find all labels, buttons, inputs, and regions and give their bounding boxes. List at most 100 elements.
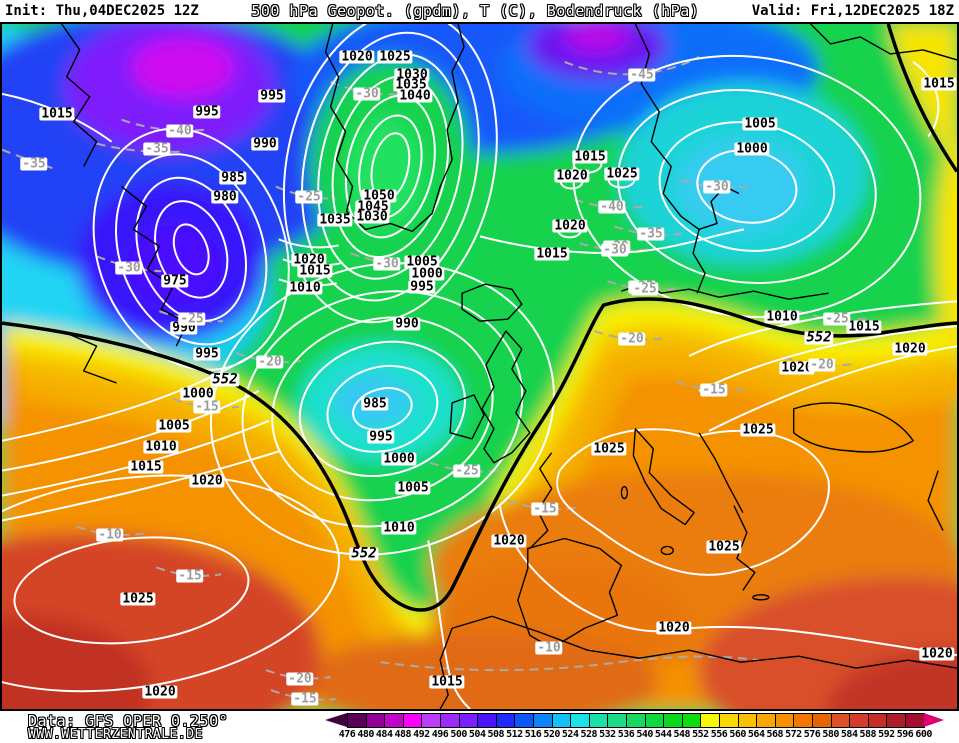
- colorbar-cell: [867, 713, 888, 728]
- pressure-label: 1035: [393, 77, 429, 93]
- pressure-label: 1015: [921, 76, 957, 92]
- pressure-label: 1040: [397, 88, 433, 104]
- pressure-label: 1020: [892, 341, 928, 357]
- colorbar-tick-label: 540: [636, 729, 653, 740]
- pressure-label: 1020: [779, 360, 815, 376]
- colorbar-cell: [365, 713, 386, 728]
- colorbar-cell: [514, 713, 534, 728]
- pressure-label: 1015: [39, 106, 75, 122]
- temperature-label: -40: [166, 123, 194, 139]
- map-title: 500 hPa Geopot. (gpdm), T (C), Bodendruc…: [251, 2, 700, 20]
- temperature-label: -45: [628, 67, 656, 83]
- pressure-label: 1000: [180, 386, 216, 402]
- temperature-label: -30: [703, 179, 731, 195]
- colorbar-cell: [774, 713, 795, 728]
- colorbar-tick-label: 532: [599, 729, 616, 740]
- temperature-label: -20: [808, 357, 836, 373]
- pressure-label: 1030: [354, 209, 390, 225]
- temperature-label: -20: [618, 331, 646, 347]
- pressure-label: 1015: [128, 459, 164, 475]
- pressure-label: 975: [161, 273, 189, 289]
- colorbar-cell: [793, 713, 813, 728]
- temperature-label: -35: [637, 226, 665, 242]
- colorbar-cell: [905, 713, 925, 728]
- colorbar-cell: [626, 713, 646, 728]
- pressure-label: 1005: [404, 254, 440, 270]
- colorbar-tick-label: 528: [580, 729, 598, 740]
- pressure-label: 1025: [604, 166, 640, 182]
- temperature-label: -25: [453, 463, 481, 479]
- colorbar-tick-label: 488: [394, 729, 412, 740]
- colorbar-cell: [830, 713, 851, 728]
- pressure-label: 1015: [572, 149, 608, 165]
- colorbar-tick-label: 568: [766, 729, 784, 740]
- colorbar-cell: [607, 713, 627, 728]
- pressure-label: 1020: [189, 473, 225, 489]
- pressure-label: 995: [408, 279, 436, 295]
- colorbar-cell: [886, 713, 906, 728]
- colorbar-cell: [551, 713, 572, 728]
- pressure-label: 1035: [317, 212, 353, 228]
- pressure-label: 1020: [552, 218, 588, 234]
- temperature-label: -15: [291, 691, 319, 707]
- temperature-label: -25: [631, 281, 659, 297]
- pressure-label: 1020: [339, 49, 375, 65]
- colorbar-tick-label: 580: [822, 729, 839, 740]
- colorbar-tick-label: 564: [747, 729, 765, 740]
- colorbar-cell: [384, 713, 404, 728]
- colorbar-tick-label: 596: [896, 729, 914, 740]
- pressure-label: 1020: [142, 684, 178, 700]
- weather-map: 1015 995 995 990 985 980 975 990 995 1020 1015 1010…: [0, 22, 959, 711]
- pressure-label: 1020: [491, 533, 527, 549]
- pressure-label: 1025: [706, 539, 742, 555]
- valid-timestamp: Valid: Fri,12DEC2025 18Z: [751, 3, 954, 19]
- pressure-label: 1020: [554, 168, 590, 184]
- colorbar-cell: [588, 713, 609, 728]
- temperature-label: -15: [700, 382, 728, 398]
- geopotential-label: 552: [349, 545, 379, 562]
- colorbar-tick-label: 480: [357, 729, 374, 740]
- pressure-label: 1005: [156, 418, 192, 434]
- pressure-label: 1050: [361, 188, 397, 204]
- footer-bar: Data: GFS OPER 0.250° WWW.WETTERZENTRALE…: [0, 711, 959, 743]
- pressure-label: 1010: [381, 520, 417, 536]
- colorbar-tick-label: 572: [785, 729, 802, 740]
- colorbar-tick-label: 584: [840, 729, 858, 740]
- colorbar-cell: [756, 713, 776, 728]
- pressure-label: 1000: [409, 266, 445, 282]
- map-canvas: [2, 24, 957, 709]
- geopotential-label: 552: [804, 329, 834, 346]
- pressure-label: 995: [193, 346, 221, 362]
- temperature-label: -25: [178, 311, 206, 327]
- colorbar-tick-label: 524: [561, 729, 579, 740]
- colorbar-cell: [458, 713, 479, 728]
- pressure-label: 1010: [143, 439, 179, 455]
- colorbar-cell: [737, 713, 758, 728]
- colorbar-cell: [681, 713, 702, 728]
- temperature-label: -35: [143, 141, 171, 157]
- temperature-label: -25: [823, 311, 851, 327]
- colorbar-tick-label: 508: [487, 729, 505, 740]
- pressure-label: 1025: [740, 422, 776, 438]
- colorbar-tick-label: 600: [915, 729, 932, 740]
- colorbar-tick-label: 552: [692, 729, 709, 740]
- pressure-label: 1015: [297, 263, 333, 279]
- temperature-label: -30: [353, 86, 381, 102]
- pressure-label: 1015: [534, 246, 570, 262]
- pressure-label: 990: [251, 136, 279, 152]
- colorbar-cell: [700, 713, 720, 728]
- temperature-label: -30: [373, 256, 401, 272]
- colorbar-tick-label: 576: [803, 729, 821, 740]
- colorbar-tick-label: 484: [375, 729, 393, 740]
- pressure-label: 1020: [919, 646, 955, 662]
- colorbar-tick-label: 592: [878, 729, 895, 740]
- pressure-label: 980: [211, 189, 239, 205]
- temperature-label: -10: [96, 527, 124, 543]
- colorbar-tick-label: 512: [506, 729, 523, 740]
- colorbar-cell: [440, 713, 460, 728]
- pressure-label: 1020: [656, 620, 692, 636]
- colorbar-tick-label: 476: [338, 729, 356, 740]
- pressure-label: 1005: [395, 480, 431, 496]
- pressure-label: 1010: [764, 309, 800, 325]
